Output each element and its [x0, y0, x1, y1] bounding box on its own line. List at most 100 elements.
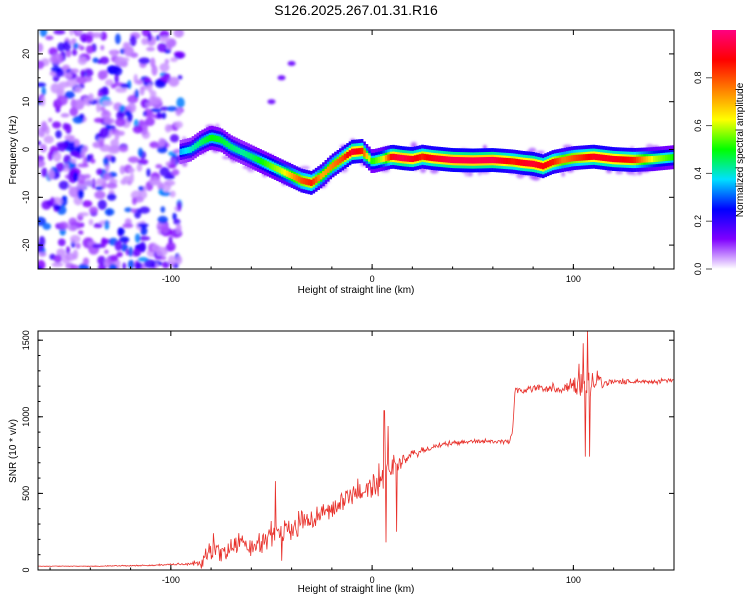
spectrogram-ridge-cell: [631, 156, 634, 164]
spectrogram-ridge-cell: [290, 172, 294, 180]
spectrogram-noise-cell: [115, 86, 128, 93]
spectrogram-noise-cell: [41, 86, 46, 96]
spectrogram-ridge-cell: [300, 177, 304, 184]
spectrogram-ridge-cell: [239, 148, 243, 155]
spectrogram-noise-cell: [52, 121, 62, 129]
spectrogram-noise-cell: [110, 83, 117, 89]
spectrogram-noise-cell: [150, 179, 162, 186]
colorbar: 0.0 0.2 0.4 0.6 0.8 Normalized spectral ampl…: [693, 30, 746, 275]
spectrogram-ridge-cell: [662, 154, 666, 162]
spectrogram-ridge-cell: [508, 158, 511, 165]
spectrogram-ridge-cell: [423, 153, 427, 161]
spectrogram-ridge-cell: [370, 157, 374, 165]
spectrogram-ridge-cell: [438, 155, 441, 162]
spectrogram-noise-cell: [147, 32, 152, 42]
spectrogram-noise-cell: [83, 145, 89, 153]
spectrogram-ridge-cell: [452, 156, 456, 164]
spectrogram-noise-cell: [176, 97, 185, 109]
spectrogram-ridge-cell: [442, 156, 446, 163]
spectrogram-noise-cell: [70, 150, 79, 157]
figure-title: S126.2025.267.01.31.R16: [274, 2, 438, 18]
spectrogram-ridge-cell: [599, 154, 603, 161]
spectrogram-noise-cell: [177, 201, 182, 212]
spectrogram-ridge-cell: [319, 173, 323, 180]
spectrogram-noise-cell: [70, 158, 77, 164]
spectrogram-noise-cell: [134, 233, 141, 243]
spectrogram-noise-cell: [169, 134, 180, 143]
spectrogram-noise-cell: [77, 163, 90, 168]
spectrogram-ridge-cell: [256, 156, 260, 164]
spectrogram-ridge-cell: [495, 157, 499, 164]
spectrogram-noise-cell: [175, 108, 182, 117]
spectrogram-ridge-cell: [339, 157, 342, 164]
spectrogram-ridge-cell: [295, 175, 299, 182]
spectrogram-ridge-cell: [430, 154, 434, 162]
spectrogram-noise-cell: [58, 221, 69, 230]
spectrogram-noise-cell: [118, 104, 126, 112]
spectrogram-ridge-cell: [486, 157, 490, 164]
spectrogram-ridge-cell: [433, 155, 436, 162]
spectrogram-ridge-cell: [179, 148, 183, 155]
spectrogram-ridge-cell: [252, 154, 255, 161]
colorbar-tick-label: 0.8: [693, 72, 703, 85]
spectrogram-noise-cell: [78, 212, 90, 217]
spectrogram-noise-cell: [38, 140, 42, 146]
colorbar-tick-label: 0.6: [693, 119, 703, 132]
spectrogram-noise-cell: [69, 107, 79, 117]
spectrogram-noise-cell: [122, 262, 127, 269]
spectrogram-noise-cell: [99, 140, 105, 147]
spectrogram-noise-cell: [119, 165, 126, 175]
spectrogram-ridge-cell: [566, 156, 569, 163]
spectrogram-ridge-cell: [491, 156, 494, 164]
spectrogram-ridge-cell: [590, 153, 593, 160]
spectrogram-ridge-cell: [310, 179, 313, 186]
spectrogram-noise-cell: [131, 208, 137, 214]
spectrogram-x-tick-label: 0: [370, 274, 375, 284]
spectrogram-ridge-cell: [324, 168, 328, 176]
spectrogram-noise-cell: [99, 127, 110, 138]
spectrogram-noise-cell: [70, 68, 80, 74]
spectrogram-noise-cell: [174, 121, 183, 129]
spectrogram-noise-cell: [136, 163, 143, 172]
spectrogram-speckle: [561, 171, 566, 177]
spectrogram-noise-cell: [151, 244, 161, 252]
spectrogram-noise-cell: [85, 45, 94, 54]
spectrogram-noise-cell: [104, 220, 110, 230]
spectrogram-ridge-cell: [428, 154, 432, 161]
spectrogram-ridge-cell: [527, 160, 531, 167]
spectrogram-ridge-cell: [558, 157, 562, 164]
spectrogram-ridge-cell: [660, 155, 663, 162]
spectrogram-ridge-cell: [194, 143, 197, 150]
spectrogram-ridge-cell: [322, 171, 325, 178]
spectrogram-ridge-cell: [435, 155, 439, 162]
spectrogram-ridge-cell: [213, 135, 217, 142]
spectrogram-ridge-cell: [377, 156, 381, 163]
spectrogram-ridge-cell: [367, 155, 371, 162]
spectrogram-ridge-cell: [652, 155, 656, 163]
spectrogram-noise-cell: [118, 57, 130, 62]
spectrogram-ridge-cell: [237, 147, 241, 154]
spectrogram-noise-cell: [38, 216, 47, 226]
spectrogram-ridge-cell: [541, 163, 545, 170]
spectrogram-artifact: [277, 75, 286, 81]
spectrogram-ridge-cell: [551, 158, 555, 166]
spectrogram-noise-cell: [51, 262, 64, 268]
colorbar-tick-label: 0.0: [693, 263, 703, 276]
spectrogram-noise-cell: [65, 246, 71, 255]
spectrogram-ridge-cell: [242, 149, 246, 157]
spectrogram-ridge-cell: [580, 154, 584, 161]
spectrogram-noise-cell: [68, 40, 76, 45]
spectrogram-noise-cell: [132, 125, 143, 134]
colorbar-tick-label: 0.2: [693, 215, 703, 228]
spectrogram-noise-cell: [160, 106, 169, 111]
spectrogram-ridge-cell: [283, 169, 287, 176]
spectrogram-ridge-cell: [249, 153, 253, 160]
spectrogram-ridge-cell: [360, 147, 364, 155]
spectrogram-ridge-cell: [645, 156, 649, 163]
spectrogram-noise-cell: [127, 259, 135, 269]
spectrogram-y-ticks: -20 -10 0 10 20: [21, 29, 674, 270]
spectrogram-noise-cell: [118, 145, 129, 153]
spectrogram-noise-cell: [106, 193, 117, 201]
spectrogram-ridge-cell: [317, 174, 320, 182]
